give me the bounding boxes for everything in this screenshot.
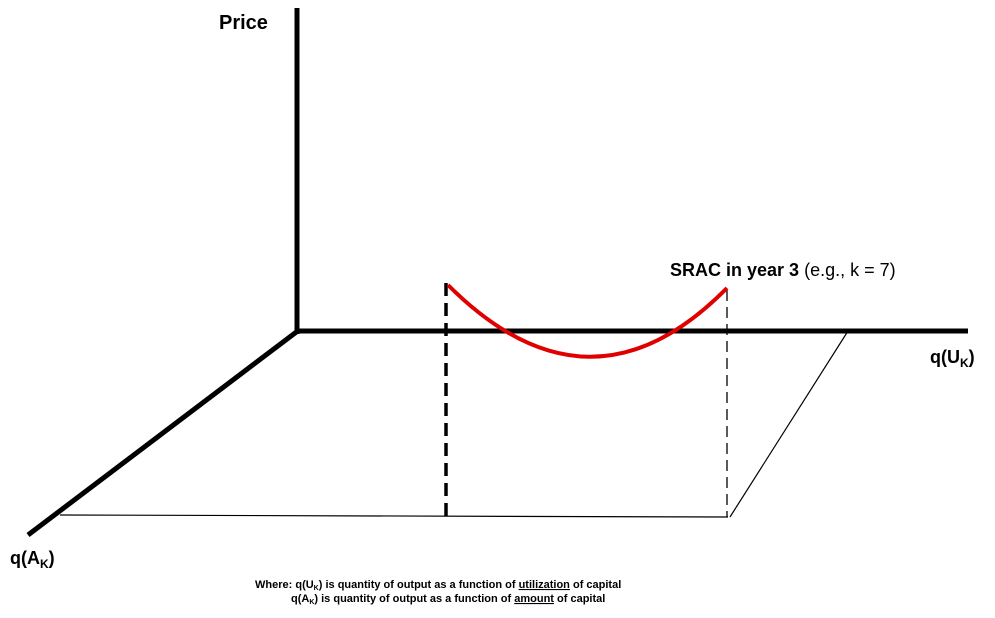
curve-label: SRAC in year 3 (e.g., k = 7) xyxy=(670,260,896,280)
label: q(A xyxy=(10,548,40,568)
note-line: Where: q(UK) is quantity of output as a … xyxy=(255,579,621,592)
subscript: K xyxy=(40,557,49,571)
srac-curve xyxy=(446,283,729,359)
y-axis-label: Price xyxy=(219,12,268,34)
label: SRAC in year 3 xyxy=(670,260,799,280)
note-text: of capital xyxy=(573,579,621,591)
note-text: of capital xyxy=(557,593,605,605)
label: (e.g., k = 7) xyxy=(804,260,896,280)
term: q(A xyxy=(291,593,309,605)
label: ) xyxy=(49,548,55,568)
term: ) xyxy=(314,593,318,605)
subscript: K xyxy=(314,585,319,592)
subscript: K xyxy=(960,356,969,370)
base-line xyxy=(59,514,729,518)
label: q(U xyxy=(930,347,960,367)
z-axis-label: q(AK) xyxy=(10,548,55,571)
term: q(U xyxy=(295,579,313,591)
subscript: K xyxy=(309,599,314,606)
emphasis: utilization xyxy=(519,579,571,591)
note-text: is quantity of output as a function of xyxy=(321,593,511,605)
amount-axis xyxy=(26,328,301,537)
label: ) xyxy=(969,347,975,367)
x-axis-label: q(UK) xyxy=(930,347,975,370)
note-line: q(AK) is quantity of output as a functio… xyxy=(291,593,605,606)
note-text: is quantity of output as a function of xyxy=(325,579,515,591)
label: Price xyxy=(219,12,268,34)
emphasis: amount xyxy=(514,593,554,605)
term: ) xyxy=(319,579,323,591)
plane-edge xyxy=(729,330,849,518)
note-lead: Where: xyxy=(255,579,292,591)
